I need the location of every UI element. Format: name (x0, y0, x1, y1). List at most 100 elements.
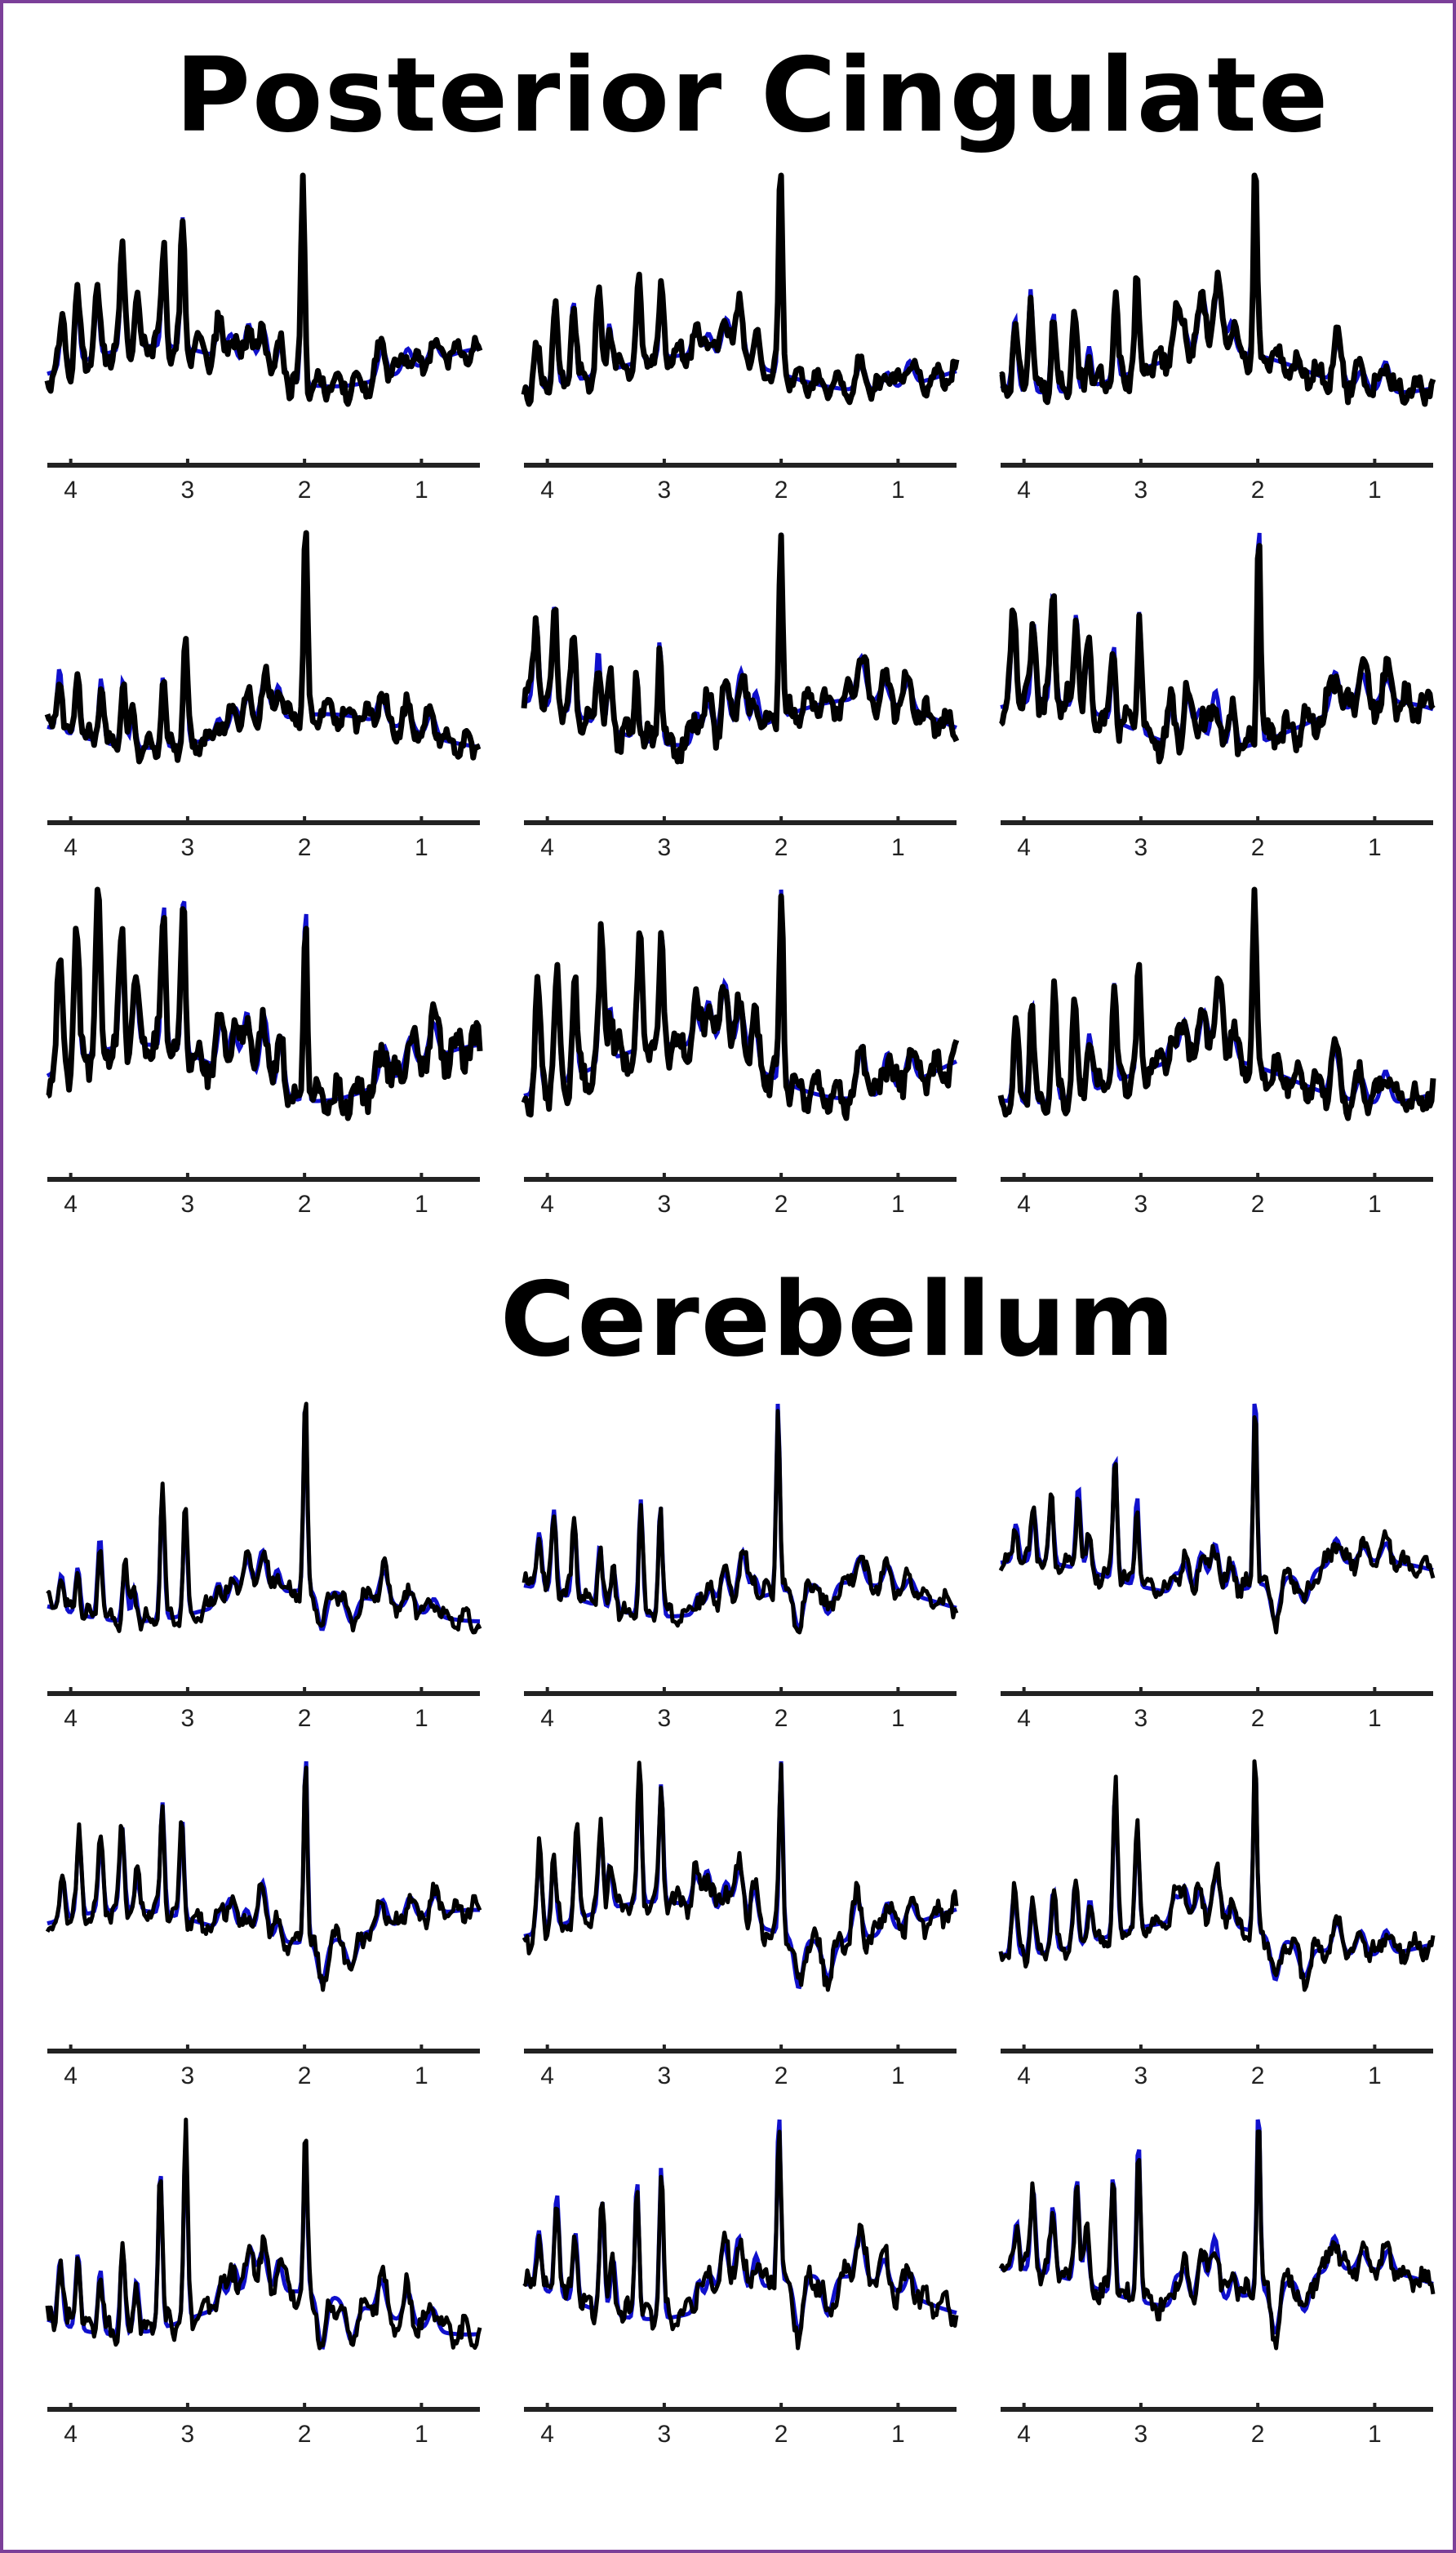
x-tick-label: 2 (1251, 2062, 1265, 2089)
x-tick-label: 2 (775, 2421, 788, 2448)
data-series-line (521, 532, 960, 765)
x-tick-label: 4 (64, 2421, 78, 2448)
x-tick-label: 2 (298, 834, 312, 861)
x-tick-label: 2 (775, 477, 788, 504)
data-series-line (521, 172, 960, 407)
x-tick-label: 3 (181, 2062, 195, 2089)
x-tick-label: 3 (658, 834, 672, 861)
x-tick-label: 4 (540, 834, 554, 861)
spectrum-panel: 4 3 2 1 (45, 2117, 482, 2448)
x-tick-label: 3 (181, 834, 195, 861)
x-tick-label: 1 (415, 1191, 428, 1218)
x-tick-label: 2 (298, 2062, 312, 2089)
x-tick-label: 1 (1368, 2421, 1382, 2448)
x-tick-label: 3 (1134, 834, 1148, 861)
fit-series-line (47, 539, 481, 750)
x-tick-label: 1 (415, 477, 428, 504)
spectrum-panel: 4 3 2 1 (998, 1403, 1436, 1732)
x-tick-label: 1 (1368, 1705, 1382, 1732)
spectrum-panel: 4 3 2 1 (521, 532, 960, 861)
x-tick-label: 1 (891, 477, 905, 504)
x-tick-label: 3 (1134, 2062, 1148, 2089)
data-series-line (522, 2129, 959, 2351)
fit-series-line (1000, 1403, 1434, 1624)
spectrum-panel: 4 3 2 1 (998, 2119, 1436, 2448)
x-tick-label: 4 (1017, 834, 1031, 861)
x-tick-label: 2 (1251, 477, 1265, 504)
x-tick-label: 3 (181, 1191, 195, 1218)
data-series-line (998, 543, 1436, 765)
data-series-line (998, 1415, 1436, 1635)
spectrum-panel: 4 3 2 1 (44, 172, 483, 504)
x-tick-label: 4 (64, 834, 78, 861)
x-tick-label: 3 (1134, 1705, 1148, 1732)
data-series-line (44, 530, 482, 765)
data-series-line (999, 172, 1436, 407)
x-tick-label: 3 (181, 2421, 195, 2448)
x-tick-label: 2 (1251, 1191, 1265, 1218)
x-tick-label: 2 (298, 477, 312, 504)
x-tick-label: 4 (64, 477, 78, 504)
x-tick-label: 1 (1368, 477, 1382, 504)
fit-series-line (47, 1760, 481, 1984)
x-tick-label: 2 (775, 2062, 788, 2089)
x-tick-label: 4 (540, 1705, 554, 1732)
x-tick-label: 4 (540, 477, 554, 504)
x-tick-label: 2 (1251, 1705, 1265, 1732)
x-tick-label: 3 (658, 477, 672, 504)
x-tick-label: 1 (891, 1191, 905, 1218)
spectrum-panel: 4 3 2 1 (521, 889, 960, 1218)
data-series-line (522, 1409, 959, 1635)
x-tick-label: 4 (540, 1191, 554, 1218)
x-tick-label: 3 (658, 2421, 672, 2448)
data-series-line (46, 1401, 482, 1635)
section-title-posterior-cingulate: Posterior Cingulate (175, 35, 1330, 155)
x-tick-label: 2 (298, 2421, 312, 2448)
x-tick-label: 4 (1017, 477, 1031, 504)
fit-series-line (46, 900, 481, 1103)
data-series-line (997, 886, 1436, 1121)
x-tick-label: 1 (891, 834, 905, 861)
section-title-cerebellum: Cerebellum (499, 1259, 1177, 1379)
x-tick-label: 2 (298, 1191, 312, 1218)
x-tick-label: 1 (891, 1705, 905, 1732)
x-tick-label: 4 (540, 2062, 554, 2089)
spectrum-panel: 4 3 2 1 (45, 1760, 482, 2089)
x-tick-label: 1 (891, 2062, 905, 2089)
spectrum-panel: 4 3 2 1 (522, 1760, 959, 2089)
spectrum-panel: 4 3 2 1 (998, 532, 1436, 861)
x-tick-label: 1 (415, 1705, 428, 1732)
x-tick-label: 4 (1017, 2062, 1031, 2089)
x-tick-label: 3 (1134, 477, 1148, 504)
data-series-line (45, 2117, 482, 2351)
x-tick-label: 2 (298, 1705, 312, 1732)
data-series-line (46, 886, 483, 1121)
x-tick-label: 1 (1368, 834, 1382, 861)
x-tick-label: 1 (415, 2062, 428, 2089)
x-tick-label: 1 (891, 2421, 905, 2448)
spectrum-panel: 4 3 2 1 (998, 1759, 1436, 2089)
x-tick-label: 2 (775, 1191, 788, 1218)
x-tick-label: 3 (1134, 1191, 1148, 1218)
x-tick-label: 2 (1251, 2421, 1265, 2448)
x-tick-label: 4 (1017, 1705, 1031, 1732)
x-tick-label: 1 (1368, 2062, 1382, 2089)
x-tick-label: 3 (658, 1705, 672, 1732)
x-tick-label: 4 (1017, 1191, 1031, 1218)
x-tick-label: 4 (540, 2421, 554, 2448)
x-tick-label: 2 (775, 1705, 788, 1732)
fit-series-line (1000, 2119, 1434, 2336)
x-tick-label: 4 (64, 1191, 78, 1218)
spectrum-panel: 4 3 2 1 (522, 1403, 959, 1732)
spectrum-panel: 4 3 2 1 (44, 530, 482, 861)
spectrum-panel: 4 3 2 1 (999, 172, 1436, 504)
spectrum-panel: 4 3 2 1 (521, 172, 960, 504)
spectrum-panel: 4 3 2 1 (522, 2119, 959, 2448)
x-tick-label: 4 (64, 2062, 78, 2089)
x-tick-label: 3 (1134, 2421, 1148, 2448)
data-series-line (44, 172, 483, 407)
spectrum-panel: 4 3 2 1 (46, 1401, 482, 1732)
data-series-line (521, 893, 960, 1121)
data-series-line (45, 1765, 482, 1992)
